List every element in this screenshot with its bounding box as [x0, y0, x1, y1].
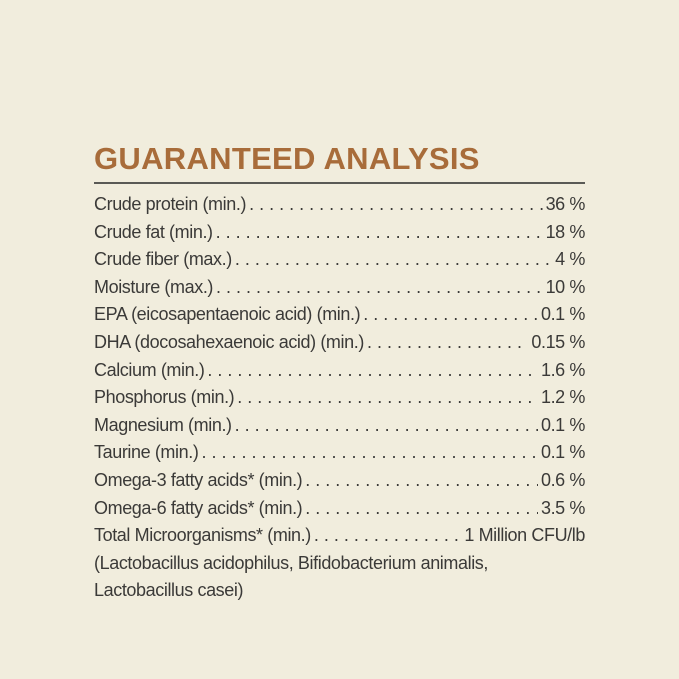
leader-dots — [367, 329, 528, 357]
nutrient-value: 1.2 % — [540, 387, 585, 408]
analysis-row: Moisture (max.) 10 % — [94, 274, 585, 302]
microorganism-note-line-1: (Lactobacillus acidophilus, Bifidobacter… — [94, 552, 489, 573]
nutrient-label: Calcium (min.) — [94, 359, 205, 380]
leader-dots — [305, 495, 538, 523]
analysis-row: Crude fiber (max.) 4 % — [94, 246, 585, 274]
leader-dots — [237, 384, 538, 412]
analysis-row: Omega-3 fatty acids* (min.) 0.6 % — [94, 467, 585, 495]
nutrient-label: Crude fat (min.) — [94, 221, 213, 242]
nutrient-value: 3.5 % — [540, 497, 585, 518]
leader-dots — [249, 191, 543, 219]
nutrient-value: 4 % — [555, 249, 585, 270]
leader-dots — [363, 301, 538, 329]
analysis-row: Omega-6 fatty acids* (min.) 3.5 % — [94, 495, 585, 523]
nutrient-label: Crude fiber (max.) — [94, 249, 232, 270]
analysis-row: DHA (docosahexaenoic acid) (min.) 0.15 % — [94, 329, 585, 357]
nutrient-label: Omega-6 fatty acids* (min.) — [94, 497, 303, 518]
nutrient-value: 0.1 % — [540, 304, 585, 325]
leader-dots — [201, 439, 538, 467]
nutrient-value: 0.15 % — [531, 331, 585, 352]
leader-dots — [216, 274, 543, 302]
section-title: GUARANTEED ANALYSIS — [94, 141, 480, 176]
leader-dots — [216, 219, 543, 247]
analysis-row: Magnesium (min.) 0.1 % — [94, 412, 585, 440]
nutrient-label: DHA (docosahexaenoic acid) (min.) — [94, 331, 364, 352]
nutrient-label: Crude protein (min.) — [94, 194, 247, 214]
nutrient-label: Taurine (min.) — [94, 442, 199, 463]
analysis-row: Calcium (min.) 1.6 % — [94, 357, 585, 385]
nutrient-label: Moisture (max.) — [94, 276, 214, 297]
leader-dots — [207, 357, 538, 385]
nutrient-label: Phosphorus (min.) — [94, 387, 235, 408]
nutrient-label: EPA (eicosapentaenoic acid) (min.) — [94, 304, 361, 325]
nutrient-value: 1 Million CFU/lb — [464, 525, 585, 546]
leader-dots — [314, 522, 462, 550]
leader-dots — [235, 246, 552, 274]
analysis-row: Crude protein (min.) 36 % — [94, 191, 585, 219]
nutrient-value: 18 % — [545, 221, 586, 242]
analysis-row: Total Microorganisms* (min.) 1 Million CF… — [94, 522, 585, 550]
nutrient-value: 10 % — [545, 276, 586, 297]
analysis-row: Taurine (min.) 0.1 % — [94, 439, 585, 467]
leader-dots — [235, 412, 538, 440]
analysis-list: Crude protein (min.) 36 % Crude fat (min.)… — [94, 191, 585, 550]
analysis-row: Phosphorus (min.) 1.2 % — [94, 384, 585, 412]
nutrient-value: 0.6 % — [540, 469, 585, 490]
nutrient-value: 0.1 % — [540, 442, 585, 463]
analysis-row: Crude fat (min.) 18 % — [94, 219, 585, 247]
guaranteed-analysis-panel: GUARANTEED ANALYSIS Crude protein (min.)… — [94, 140, 585, 605]
analysis-row: EPA (eicosapentaenoic acid) (min.) 0.1 % — [94, 301, 585, 329]
divider — [94, 182, 585, 184]
nutrient-value: 0.1 % — [540, 414, 585, 435]
nutrient-value: 1.6 % — [540, 359, 585, 380]
nutrient-label: Magnesium (min.) — [94, 414, 232, 435]
microorganism-note-line-2: Lactobacillus casei) — [94, 580, 244, 601]
leader-dots — [305, 467, 538, 495]
nutrient-label: Omega-3 fatty acids* (min.) — [94, 469, 303, 490]
nutrient-value: 36 % — [545, 194, 586, 214]
nutrient-label: Total Microorganisms* (min.) — [94, 525, 311, 546]
